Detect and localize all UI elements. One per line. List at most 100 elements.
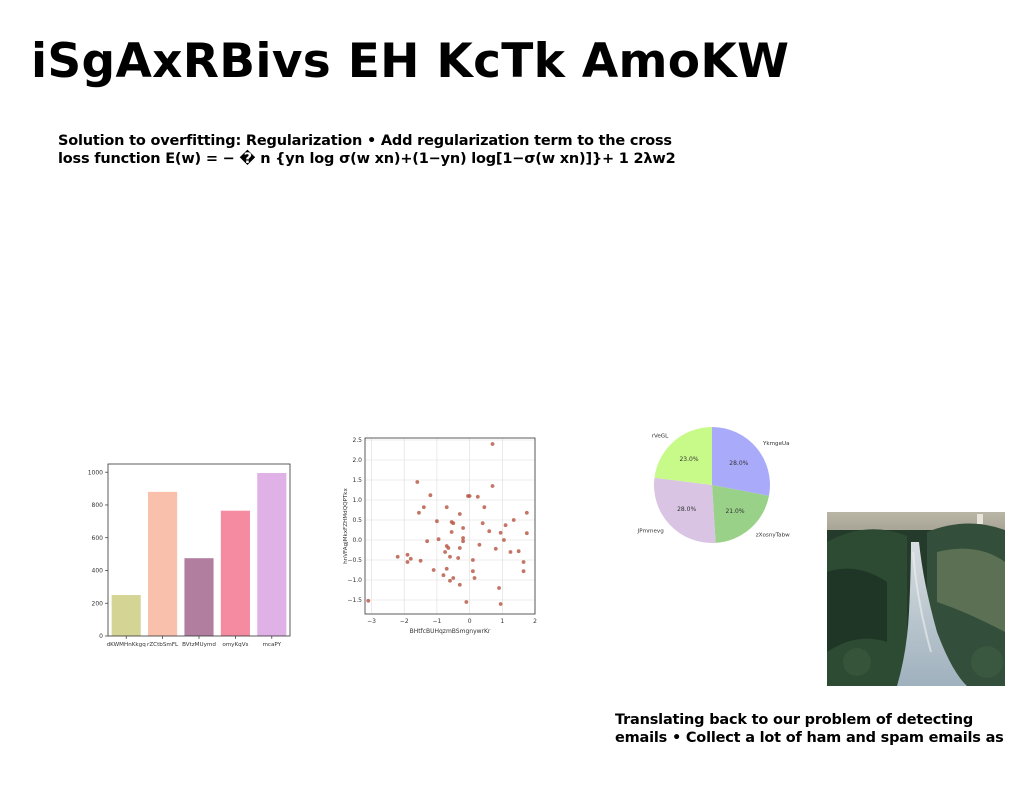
- y-tick-label: 1.5: [352, 477, 362, 484]
- scatter-point: [428, 493, 433, 498]
- scatter-point: [446, 546, 451, 550]
- x-tick-label: −1: [432, 618, 441, 625]
- scatter-point: [461, 526, 465, 530]
- body-paragraph-spam: Translating back to our problem of detec…: [615, 711, 1004, 747]
- y-tick-label: 0.0: [352, 537, 362, 544]
- x-tick-label: −3: [367, 618, 376, 625]
- bar: [257, 473, 287, 636]
- scatter-point: [472, 576, 477, 580]
- scatter-point: [470, 558, 475, 562]
- scatter-point: [441, 573, 446, 578]
- scatter-point: [516, 549, 521, 554]
- scatter-chart: −3 −2 −1 0 1 2 −1.5 −1.0 −0.5 0.0 0.5 1.0 1.5 2.0 2.5 B…: [343, 437, 537, 635]
- slice-label: zXosnyTabw: [756, 533, 790, 539]
- x-tick-label: 0: [468, 618, 472, 625]
- scatter-point: [451, 576, 456, 580]
- scatter-point: [448, 578, 452, 583]
- paragraph-line: Translating back to our problem of detec…: [615, 712, 973, 728]
- scatter-point: [421, 505, 426, 510]
- y-tick-label: 0: [99, 633, 103, 640]
- slice-label: rVeGL: [652, 433, 669, 439]
- y-tick-label: 0.5: [352, 517, 362, 524]
- slice-percent-label: 28.0%: [729, 460, 748, 467]
- scatter-point: [449, 530, 454, 534]
- scatter-point: [493, 546, 498, 551]
- scatter-point: [498, 530, 503, 535]
- slice-label: YkmgeUa: [762, 441, 790, 447]
- x-tick-label: 2: [533, 618, 537, 625]
- x-tick-label: omyKqVs: [222, 642, 248, 648]
- scatter-point: [487, 529, 492, 534]
- scatter-point: [467, 494, 472, 498]
- scatter-point: [457, 546, 462, 550]
- scatter-point: [405, 552, 410, 557]
- scatter-point: [498, 602, 503, 606]
- coastal-path-photo: [827, 512, 1005, 686]
- scatter-point: [444, 566, 449, 571]
- scatter-point: [443, 550, 447, 554]
- scatter-point: [395, 554, 400, 559]
- scatter-point: [405, 560, 410, 564]
- paragraph-line: emails • Collect a lot of ham and spam e…: [615, 730, 1004, 746]
- bar: [220, 510, 250, 636]
- scatter-point: [415, 480, 420, 484]
- scatter-point: [448, 554, 452, 559]
- scatter-point: [470, 569, 475, 574]
- x-tick-label: BVtzMUymd: [182, 642, 216, 648]
- scatter-point: [524, 531, 529, 536]
- scatter-point: [502, 538, 506, 542]
- bar: [148, 491, 178, 636]
- scatter-point: [524, 510, 529, 515]
- pie-slice: [712, 427, 770, 496]
- y-tick-label: 1.0: [352, 497, 362, 504]
- y-tick-label: 1000: [88, 469, 103, 476]
- y-axis-label: hnVFAgjMkxFZHMdQQPTkx: [343, 487, 349, 563]
- x-tick-label: rZCtbSmFL: [147, 642, 179, 648]
- paragraph-line: loss function E(w) = − � n {yn log σ(w ￼…: [58, 151, 676, 167]
- scatter-point: [511, 518, 516, 522]
- slice-percent-label: 23.0%: [679, 456, 698, 463]
- slide-title: iSgAxRBivs EH KcTk AmoKW: [31, 34, 790, 89]
- slice-percent-label: 21.0%: [725, 508, 744, 515]
- scatter-point: [436, 537, 441, 542]
- y-tick-label: 200: [92, 600, 104, 607]
- scatter-point: [435, 519, 439, 524]
- scatter-point: [475, 494, 480, 499]
- bar-chart: 0 200 400 600 800 1000 dKWMHnKkgq rZCtbSmFL BVtz…: [88, 463, 291, 648]
- scatter-point: [521, 560, 526, 564]
- scatter-point: [480, 521, 485, 526]
- scatter-point: [417, 510, 421, 515]
- slice-label: JPmmevg: [637, 528, 665, 534]
- scatter-point: [490, 442, 495, 446]
- scatter-point: [418, 558, 423, 563]
- scatter-point: [508, 550, 513, 554]
- scatter-point: [444, 505, 449, 510]
- scatter-point: [477, 542, 482, 547]
- scatter-point: [431, 568, 436, 572]
- bar: [111, 595, 141, 636]
- x-tick-label: dKWMHnKkgq: [107, 642, 147, 648]
- scatter-point: [366, 598, 371, 603]
- y-tick-label: −1.0: [347, 577, 362, 584]
- plot-frame: [107, 463, 291, 637]
- slice-percent-label: 28.0%: [677, 506, 696, 513]
- scatter-point: [457, 512, 462, 516]
- y-tick-label: 2.0: [352, 457, 362, 464]
- y-tick-label: 2.5: [352, 437, 362, 444]
- bar: [184, 558, 214, 636]
- plot-frame: [364, 437, 536, 615]
- pie-chart: 28.0% YkmgeUa 21.0% zXosnyTabw 28.0% JPmmevg 2…: [637, 427, 790, 543]
- x-tick-label: mcaPY: [262, 642, 281, 648]
- pie-slice: [654, 427, 712, 485]
- pie-slice: [712, 485, 769, 543]
- scatter-point: [461, 536, 465, 540]
- scatter-point: [408, 556, 413, 561]
- paragraph-line: Solution to overfitting: Regularization …: [58, 133, 672, 149]
- y-tick-label: 400: [92, 568, 104, 575]
- scatter-point: [457, 582, 462, 587]
- scatter-point: [451, 521, 456, 526]
- scatter-point: [521, 569, 526, 574]
- x-tick-label: −2: [400, 618, 409, 625]
- y-tick-label: −1.5: [347, 597, 362, 604]
- y-tick-label: 800: [92, 502, 104, 509]
